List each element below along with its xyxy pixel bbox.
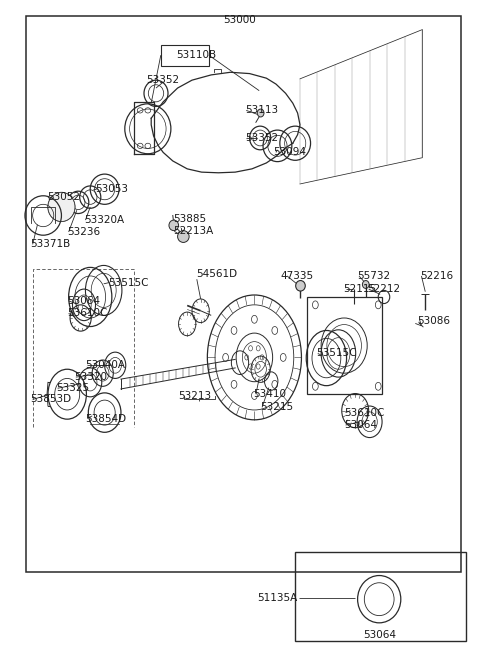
Text: 55732: 55732 (358, 271, 391, 281)
Ellipse shape (296, 281, 305, 291)
Text: 53610C: 53610C (67, 308, 108, 319)
Text: 53215: 53215 (260, 402, 293, 413)
Text: 53064: 53064 (345, 420, 378, 430)
Text: 52213A: 52213A (173, 226, 213, 237)
Text: 53064: 53064 (363, 630, 396, 641)
Ellipse shape (362, 281, 369, 288)
Text: 53320A: 53320A (84, 215, 124, 225)
Text: 53053: 53053 (95, 184, 128, 194)
Text: 53325: 53325 (57, 383, 90, 394)
Text: 53000: 53000 (224, 14, 256, 25)
Ellipse shape (48, 193, 75, 221)
Text: 51135A: 51135A (257, 593, 298, 603)
Text: 53110B: 53110B (177, 50, 217, 60)
Text: 53236: 53236 (67, 227, 100, 237)
Text: 53853D: 53853D (30, 394, 72, 405)
Text: 53515C: 53515C (108, 277, 148, 288)
Ellipse shape (169, 220, 179, 231)
Text: 52115: 52115 (344, 284, 377, 294)
Ellipse shape (257, 109, 264, 117)
Text: 53352: 53352 (146, 75, 180, 85)
Bar (161, 45, 209, 66)
Ellipse shape (178, 231, 189, 242)
Text: 52216: 52216 (420, 271, 453, 281)
Text: 54561D: 54561D (196, 269, 237, 279)
Text: 52212: 52212 (367, 284, 400, 294)
Text: 53885: 53885 (173, 214, 206, 224)
Text: 53515C: 53515C (316, 348, 356, 359)
Text: 53610C: 53610C (345, 407, 385, 418)
Bar (26, 16, 461, 572)
Text: 53320: 53320 (74, 372, 108, 382)
Text: 53854D: 53854D (85, 413, 127, 424)
Text: 53113: 53113 (245, 105, 278, 116)
Bar (307, 297, 382, 394)
Text: 53086: 53086 (418, 315, 451, 326)
Text: 53213: 53213 (179, 390, 212, 401)
Text: 53094: 53094 (274, 147, 307, 158)
Text: 53040A: 53040A (85, 360, 125, 371)
Text: 53352: 53352 (245, 133, 278, 143)
Text: 53052: 53052 (47, 192, 80, 202)
Text: 53371B: 53371B (30, 239, 71, 250)
Bar (295, 552, 466, 641)
Text: 47335: 47335 (281, 271, 314, 281)
Text: 53064: 53064 (67, 296, 100, 306)
Text: 53410: 53410 (253, 389, 286, 399)
